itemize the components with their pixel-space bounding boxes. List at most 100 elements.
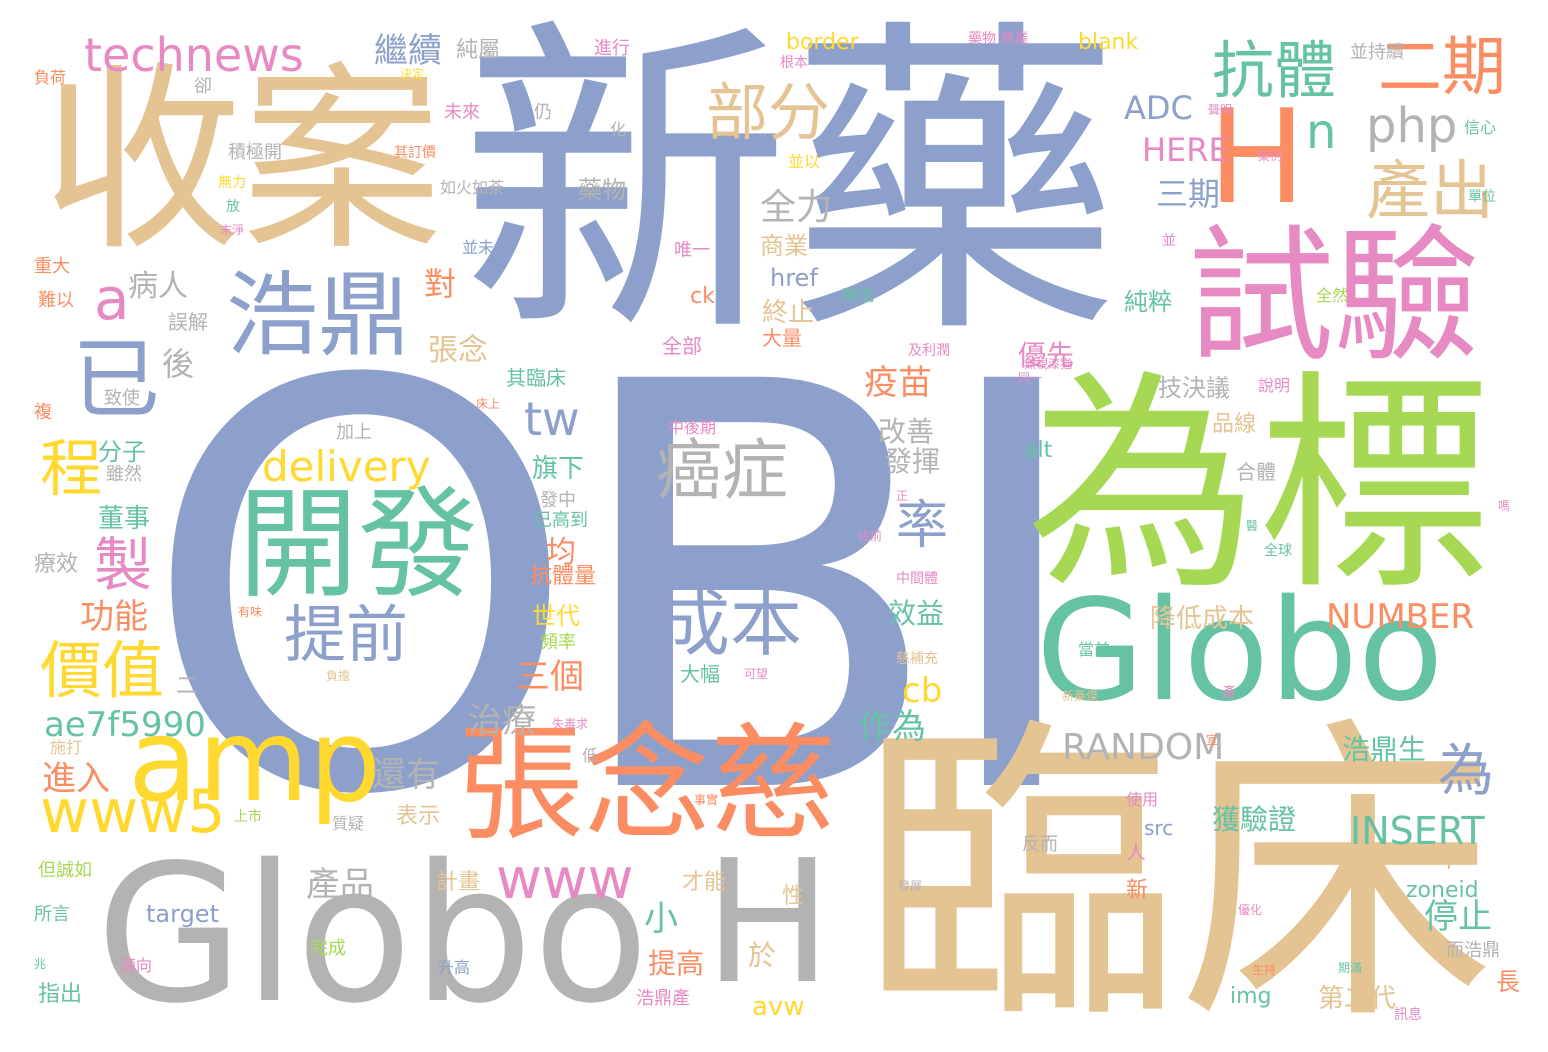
word: 三期 [1156,175,1221,213]
word: amp [128,694,382,827]
word: 提高 [648,947,705,980]
word: 及利潤 [908,343,950,359]
word: 複 [34,402,52,423]
word: 張念慈 [458,711,836,858]
word: 為 [1438,739,1494,804]
word: 無力 [218,175,246,191]
word: 積極開 [228,142,282,163]
word: tw [524,392,580,446]
word: blank [1078,30,1139,55]
word: 說明 [1258,376,1291,395]
word: 升高 [438,958,471,977]
word: 生持 [1252,963,1277,977]
word: 二 [176,674,199,699]
word: 對 [424,265,457,303]
word: 開發 [238,476,478,615]
word: 率 [896,496,949,556]
word: 醫 [1246,519,1259,533]
word: 案例 [1258,149,1283,163]
word: 程 [40,432,103,505]
word: 療效 [34,552,79,577]
word: 嗎 [1498,499,1511,513]
word: 性 [782,884,805,909]
word: 誤解 [168,310,208,334]
word: 並 [1162,233,1176,249]
word: 可望 [744,667,769,681]
word: href [770,264,818,292]
word: 二期 [1378,31,1506,105]
word: 張念 [428,333,488,368]
word: border [786,30,859,55]
word: 大幅 [680,662,720,686]
word: 浩鼎 [226,262,411,369]
word: 放 [226,199,240,215]
word: 浩鼎生 [1342,733,1427,766]
word: 為標 [1026,351,1491,621]
word: 其訂價 [394,145,436,161]
word: 產 [1222,685,1236,701]
word: 卻 [194,76,212,97]
word: 三個 [516,657,584,697]
word: 負荷 [34,68,67,87]
word: 使用 [1126,790,1159,809]
word: 雖然 [106,464,142,485]
word: 信心 [1464,118,1497,137]
word: HERE [1142,131,1229,169]
word: 當前 [1078,640,1111,659]
word: 兆 [34,957,47,971]
word: 發展 [898,879,923,893]
word: ADC [1124,89,1193,127]
word: 產出 [1366,155,1494,229]
word: 負擔 [326,669,351,683]
word: 致使 [104,388,140,409]
word: ck [690,284,715,309]
word: 功能 [80,597,148,637]
word: 期滿 [1338,961,1363,975]
word: 品線 [1212,412,1257,437]
word: 優先 [1018,339,1075,372]
word: 低 [582,746,599,765]
word: 中 [1436,844,1463,874]
word: 部分 [706,76,831,149]
word: 產品 [306,865,374,905]
word: alt [1024,438,1053,463]
word: 於 [748,939,777,972]
word: 正 [896,489,909,503]
word: 新藥 [460,0,1120,377]
word: 合體 [1236,460,1276,484]
word: 商業 [760,232,808,260]
word: technews [84,28,304,82]
word: src [1144,816,1174,840]
word: 製 [94,531,153,599]
word: 並未 [462,238,495,257]
word: 降低成本 [1150,604,1255,634]
word: 失毒求 [552,717,589,731]
word: 發中 [540,490,576,511]
word: 而浩鼎 [1446,940,1500,961]
word: 第二代 [1318,984,1397,1014]
word: Globo [1036,570,1444,733]
word: 化 [610,120,627,139]
word: 疫苗 [864,363,932,403]
word: 進行 [594,38,630,59]
word: 提前 [284,598,409,671]
word: 適向 [120,956,153,975]
word: 藥物 商業 [968,31,1029,47]
word: avw [752,992,805,1022]
word: 同一 [1018,371,1043,385]
word: www [496,847,634,912]
word: 價值 [40,634,165,707]
word: 董事 [98,504,151,534]
word: 床上 [476,397,501,411]
word: 宣 [1206,733,1219,747]
word: 人 [1126,840,1146,864]
word: 指出 [38,982,83,1007]
word: 停止 [1424,897,1492,937]
word: 病人 [128,269,188,304]
word: 新藥傑 [1062,689,1099,703]
word: target [146,900,219,928]
word: 訊息 [1394,1007,1422,1023]
word: 重大 [34,256,70,277]
word: 全然 [1316,286,1349,305]
word: NUMBER [1326,597,1475,637]
